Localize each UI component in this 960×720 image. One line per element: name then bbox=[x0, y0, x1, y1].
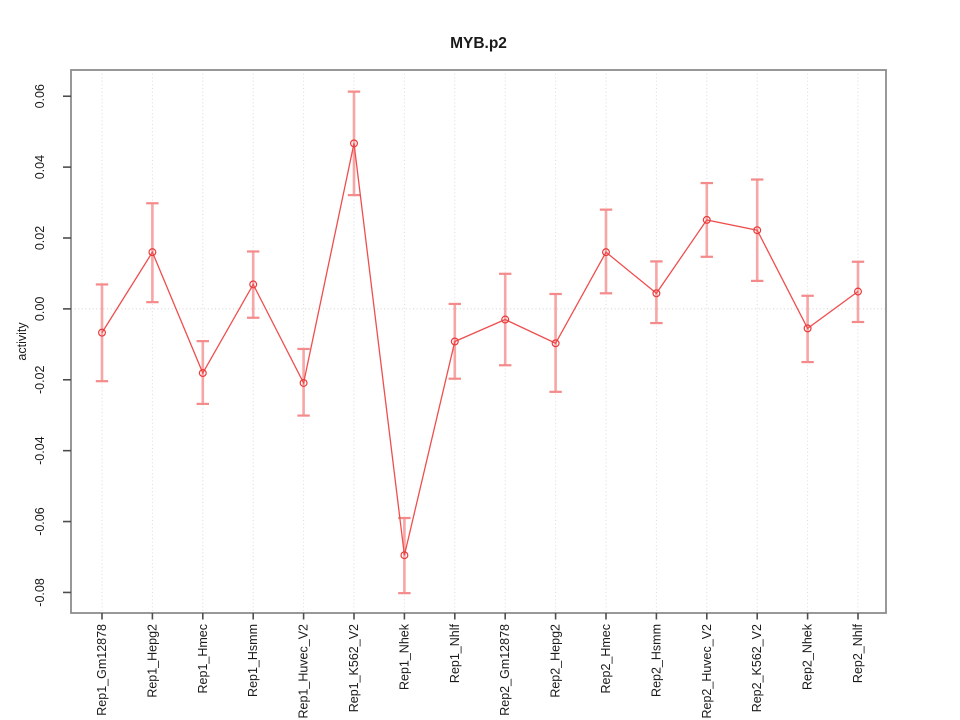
y-tick-label: 0.04 bbox=[33, 155, 47, 179]
data-point bbox=[450, 337, 459, 346]
chart-title: MYB.p2 bbox=[450, 35, 507, 52]
x-tick-label: Rep1_K562_V2 bbox=[347, 624, 361, 712]
data-point bbox=[652, 289, 661, 298]
data-point bbox=[702, 215, 711, 224]
x-tick-label: Rep2_Nhlf bbox=[851, 623, 865, 683]
x-tick-label: Rep2_Gm12878 bbox=[498, 624, 512, 716]
data-point bbox=[350, 139, 359, 148]
data-point bbox=[753, 226, 762, 235]
data-point bbox=[249, 280, 258, 289]
y-tick-label: 0.00 bbox=[33, 297, 47, 321]
series-line bbox=[101, 143, 859, 556]
data-point bbox=[501, 315, 510, 324]
x-tick-label: Rep2_K562_V2 bbox=[750, 624, 764, 712]
data-point bbox=[853, 287, 862, 296]
data-point bbox=[198, 369, 207, 378]
y-tick-label: -0.02 bbox=[33, 365, 47, 394]
x-tick-label: Rep2_Nhek bbox=[801, 623, 815, 690]
y-tick-label: -0.04 bbox=[33, 436, 47, 465]
data-point bbox=[601, 248, 610, 257]
y-tick-label: 0.06 bbox=[33, 84, 47, 108]
x-tick-label: Rep2_Hepg2 bbox=[549, 624, 563, 698]
data-point bbox=[551, 339, 560, 348]
x-tick-label: Rep1_Huvec_V2 bbox=[297, 624, 311, 719]
y-tick-label: 0.02 bbox=[33, 226, 47, 250]
y-axis-label: activity bbox=[15, 322, 29, 361]
x-tick-label: Rep2_Hmec bbox=[599, 624, 613, 693]
x-tick-label: Rep1_Hmec bbox=[196, 624, 210, 693]
x-tick-label: Rep1_Nhek bbox=[397, 623, 411, 690]
y-tick-label: -0.06 bbox=[33, 507, 47, 536]
x-tick-label: Rep1_Gm12878 bbox=[95, 624, 109, 716]
x-tick-label: Rep2_Hsmm bbox=[649, 624, 663, 697]
x-tick-label: Rep1_Hsmm bbox=[246, 624, 260, 697]
x-tick-label: Rep2_Huvec_V2 bbox=[700, 624, 714, 719]
data-point bbox=[803, 324, 812, 333]
y-tick-label: -0.08 bbox=[33, 578, 47, 607]
data-point bbox=[299, 378, 308, 387]
data-point bbox=[97, 328, 106, 337]
data-point bbox=[148, 248, 157, 257]
x-tick-label: Rep1_Hepg2 bbox=[145, 624, 159, 698]
data-point bbox=[400, 551, 409, 560]
plot-border bbox=[70, 69, 887, 614]
x-tick-label: Rep1_Nhlf bbox=[448, 623, 462, 683]
